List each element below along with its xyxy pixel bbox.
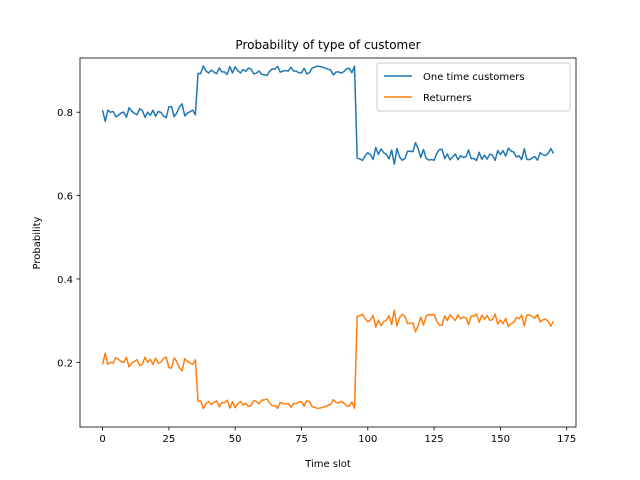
x-tick-label: 100 [358, 434, 377, 445]
x-tick-label: 0 [99, 434, 105, 445]
ticks: 0 25 50 75 100 125 150 175 0.2 0.4 0.6 0.8 [57, 108, 576, 445]
series-line-one-time-customers [101, 65, 555, 166]
legend-frame [376, 62, 571, 112]
y-tick-label: 0.8 [57, 108, 73, 119]
y-tick-label: 0.6 [57, 192, 73, 203]
x-tick-label: 75 [295, 434, 308, 445]
x-tick-label: 50 [229, 434, 242, 445]
x-axis-label: Time slot [304, 459, 351, 470]
legend: One time customers Returners [376, 62, 571, 112]
plot-lines [101, 65, 555, 410]
x-tick-label: 25 [162, 434, 175, 445]
y-tick-label: 0.2 [57, 358, 73, 369]
chart-title: Probability of type of customer [235, 38, 420, 52]
axes [79, 57, 577, 428]
y-tick-label: 0.4 [57, 275, 73, 286]
plot-frame [79, 57, 577, 428]
series-line-returners [101, 309, 555, 410]
x-tick-label: 125 [425, 434, 444, 445]
x-tick-label: 150 [491, 434, 510, 445]
y-axis-label: Probability [32, 216, 43, 269]
legend-label-one-time-customers: One time customers [423, 72, 525, 83]
x-tick-label: 175 [557, 434, 576, 445]
legend-label-returners: Returners [423, 93, 472, 104]
